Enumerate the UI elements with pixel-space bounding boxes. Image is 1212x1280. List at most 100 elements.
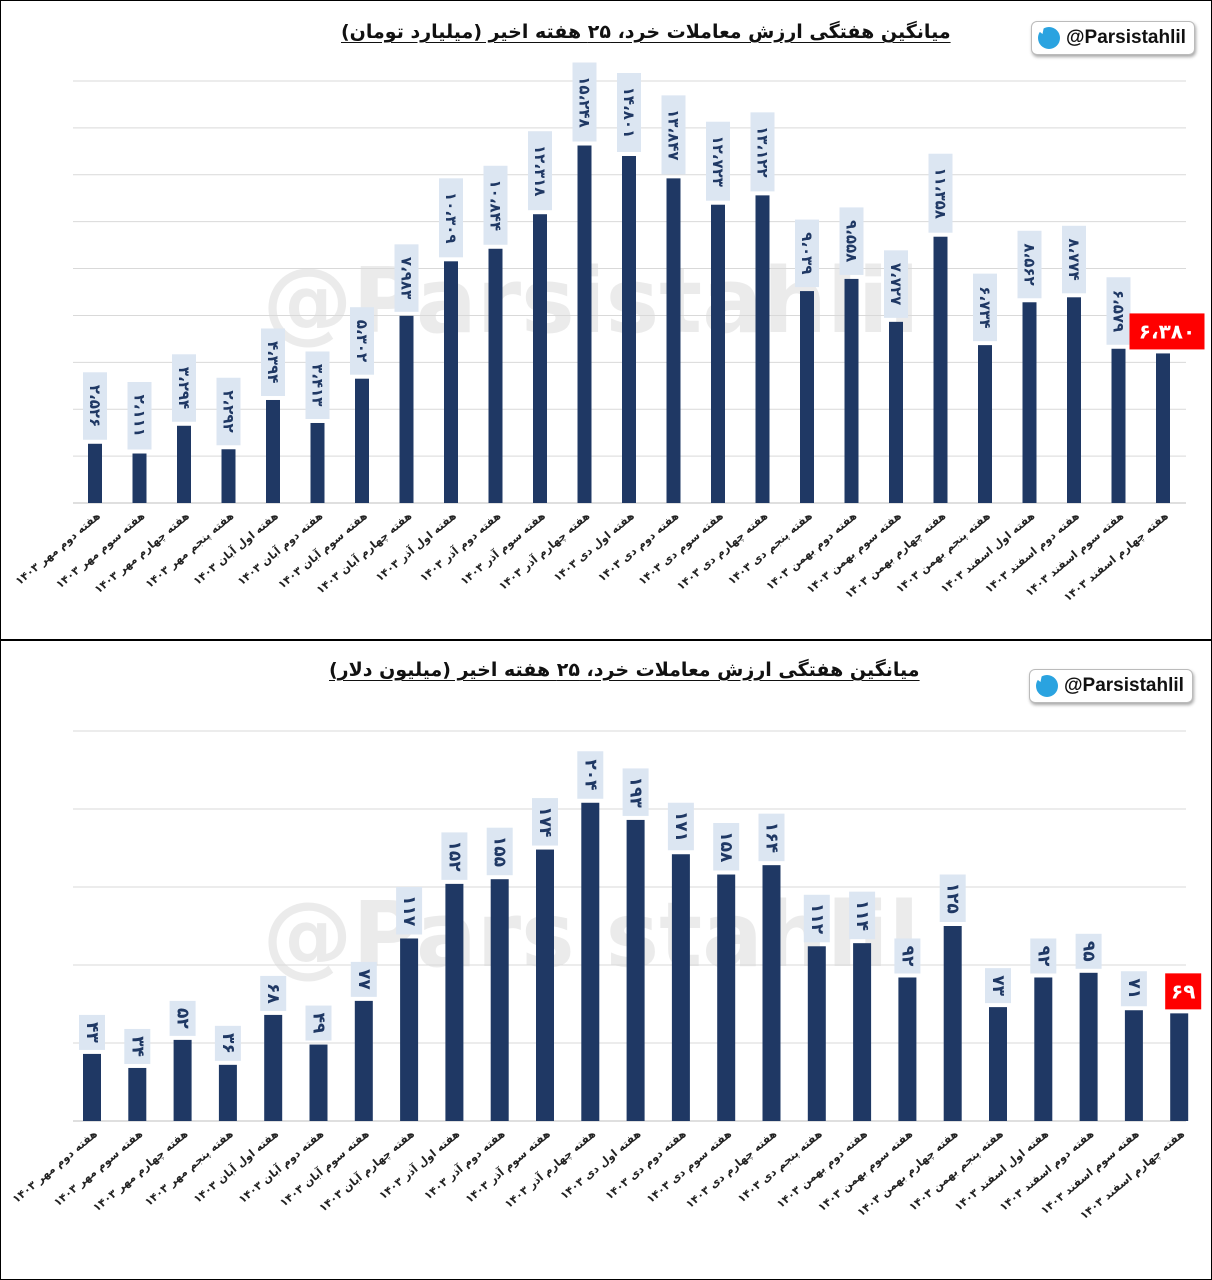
bar	[1067, 297, 1081, 503]
bar	[1022, 302, 1037, 503]
x-tick-label: هفته اول آبان ۱۴۰۳	[190, 509, 281, 588]
data-label: ۶،۷۳۴	[976, 286, 994, 328]
data-label-box	[884, 250, 908, 318]
data-label: ۲۰۴	[580, 759, 600, 790]
channel-handle: @Parsistahlil	[1066, 27, 1186, 48]
data-label-box	[985, 968, 1011, 1004]
data-label-highlight: ۶۹	[1171, 979, 1195, 1003]
bar	[581, 802, 600, 1121]
bar	[177, 425, 191, 503]
bar	[355, 378, 369, 503]
data-label: ۱۶۴	[762, 822, 782, 853]
data-label: ۷۷	[354, 969, 374, 990]
bar	[1034, 977, 1053, 1121]
bar	[399, 315, 414, 503]
bar	[400, 938, 419, 1121]
data-label-box	[83, 372, 107, 440]
data-label-box	[572, 62, 597, 142]
x-tick-label: هفته دوم آذر ۱۴۰۳	[417, 509, 504, 585]
data-label-box	[441, 832, 468, 880]
data-label: ۹،۵۵۸	[843, 220, 861, 262]
data-label: ۱۴،۸۰۱	[620, 87, 638, 138]
data-label: ۶،۵۷۹	[1110, 290, 1128, 332]
data-label-box	[169, 1000, 196, 1036]
chart-panel-dollar: @Parsistahlil ۴۳ هفته دوم مهر ۱۴۰۳ ۳۴ هفته س…	[0, 640, 1212, 1280]
bar	[264, 1014, 283, 1121]
bar	[666, 178, 681, 503]
data-label-box	[795, 219, 819, 288]
data-label: ۱۱۴	[852, 900, 872, 931]
data-label-box	[1030, 938, 1057, 974]
bar	[800, 291, 814, 503]
x-tick-label: هفته اول آبان ۱۴۰۳	[190, 1127, 281, 1206]
data-label: ۵۲	[173, 1008, 193, 1029]
bar	[1170, 1013, 1189, 1121]
highlight-box	[1129, 313, 1205, 350]
bar	[671, 854, 690, 1121]
bar	[536, 849, 554, 1121]
x-tick-label: هفته چهارم دی ۱۴۰۳	[683, 1127, 779, 1211]
x-tick-label: هفته پنجم دی ۱۴۰۳	[725, 509, 815, 587]
bar	[933, 236, 948, 503]
data-label-box	[928, 153, 953, 233]
data-label-box	[486, 827, 513, 876]
data-label: ۴۹	[309, 1013, 329, 1034]
x-tick-label: هفته دوم دی ۱۴۰۳	[595, 509, 681, 584]
bar	[1111, 348, 1126, 503]
x-tick-label: هفته سوم آذر ۱۴۰۳	[462, 1127, 553, 1206]
highlight-box	[1165, 973, 1202, 1010]
telegram-badge[interactable]: @Parsistahlil	[1031, 21, 1195, 55]
data-label: ۳،۲۹۴	[175, 367, 193, 409]
data-label-box	[127, 382, 152, 450]
bar	[853, 943, 872, 1121]
data-label-box	[216, 377, 241, 446]
data-label-box	[622, 768, 649, 816]
data-label: ۹۵	[1079, 941, 1099, 962]
bar	[1156, 353, 1170, 503]
data-label-box	[667, 802, 694, 851]
data-label-box	[839, 207, 864, 275]
data-label-box	[973, 273, 997, 342]
bar	[1079, 972, 1098, 1121]
data-label: ۱۱۲	[807, 903, 827, 935]
data-label-box	[124, 1028, 151, 1064]
x-tick-label: هفته دوم آذر ۱۴۰۳	[421, 1127, 508, 1203]
telegram-icon	[1033, 24, 1060, 49]
bar	[128, 1067, 147, 1121]
x-tick-label: هفته دوم مهر ۱۴۰۳	[10, 1127, 100, 1205]
bar	[309, 1044, 328, 1121]
data-label: ۳،۴۱۳	[309, 364, 327, 406]
chart-title: میانگین هفتگی ارزش معاملات خرد، ۲۵ هفته …	[341, 21, 951, 43]
bar	[132, 453, 147, 503]
data-label: ۱۵۸	[716, 831, 736, 863]
bar	[445, 883, 464, 1121]
bar	[844, 278, 859, 503]
telegram-badge[interactable]: @Parsistahlil	[1029, 669, 1193, 703]
bar	[626, 819, 645, 1121]
data-label-box	[350, 961, 377, 997]
data-label: ۹۲	[897, 946, 917, 967]
data-label: ۵،۳۰۲	[353, 320, 371, 362]
data-label-box	[661, 95, 686, 175]
x-tick-label: هفته سوم دی ۱۴۰۳	[636, 509, 726, 587]
data-label-box	[261, 328, 285, 396]
x-tick-label: هفته سوم دی ۱۴۰۳	[644, 1127, 734, 1205]
data-label: ۹،۰۳۹	[798, 232, 816, 274]
x-tick-label: هفته سوم آذر ۱۴۰۳	[457, 509, 548, 588]
bar	[755, 195, 770, 503]
data-label: ۱۲،۷۲۳	[709, 135, 727, 186]
data-label-box	[1075, 933, 1102, 969]
bar	[889, 321, 903, 503]
x-tick-label: هفته پنجم دی ۱۴۰۳	[735, 1127, 825, 1205]
data-label-box	[939, 874, 966, 922]
x-tick-label: هفته دوم مهر ۱۴۰۳	[13, 509, 103, 587]
x-tick-label: هفته دوم آبان ۱۴۰۳	[235, 1127, 326, 1207]
bar	[218, 1064, 237, 1121]
data-label: ۷۱	[1124, 978, 1144, 999]
data-label: ۱۳،۱۲۲	[754, 126, 772, 177]
data-label: ۱۵،۲۴۸	[576, 76, 594, 127]
bar	[444, 261, 458, 503]
data-label-box	[1017, 230, 1042, 299]
x-tick-label: هفته اول آذر ۱۴۰۳	[376, 1127, 462, 1203]
